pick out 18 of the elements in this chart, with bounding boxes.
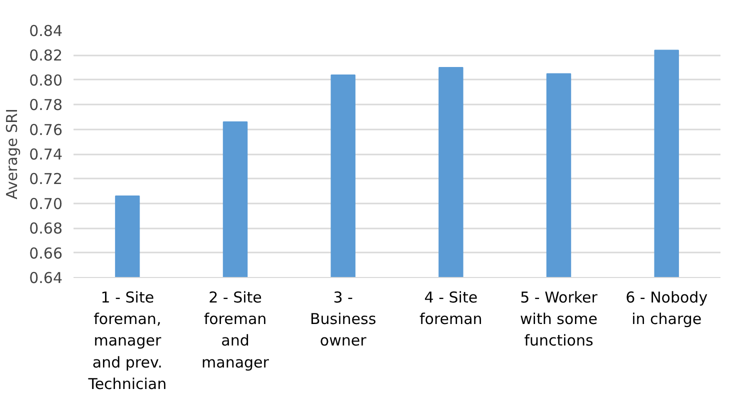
- y-tick-label: 0.70: [29, 194, 63, 213]
- y-tick-label: 0.82: [29, 46, 63, 65]
- x-tick-label: 6 - Nobody in charge: [626, 288, 708, 328]
- y-axis-title: Average SRI: [3, 108, 22, 200]
- y-tick-label: 0.64: [29, 269, 63, 287]
- y-tick-label: 0.74: [29, 146, 63, 164]
- x-tick-label: 1 - Site foreman, manager and prev. Technician: [87, 288, 167, 393]
- x-tick-label: 4 - Site foreman: [420, 288, 482, 328]
- y-tick-label: 0.66: [29, 244, 63, 262]
- y-tick-label: 0.68: [29, 220, 63, 238]
- y-tick-label: 0.76: [29, 120, 63, 139]
- y-tick-label: 0.72: [29, 170, 63, 188]
- x-tick-label: 5 - Worker with some functions: [520, 288, 598, 350]
- y-tick-label: 0.80: [29, 71, 63, 90]
- y-tick-label: 0.84: [29, 22, 63, 40]
- y-tick-label: 0.78: [29, 96, 63, 114]
- x-tick-label: 2 - Site foreman and manager: [202, 288, 270, 372]
- x-tick-label: 3 - Business owner: [310, 288, 376, 350]
